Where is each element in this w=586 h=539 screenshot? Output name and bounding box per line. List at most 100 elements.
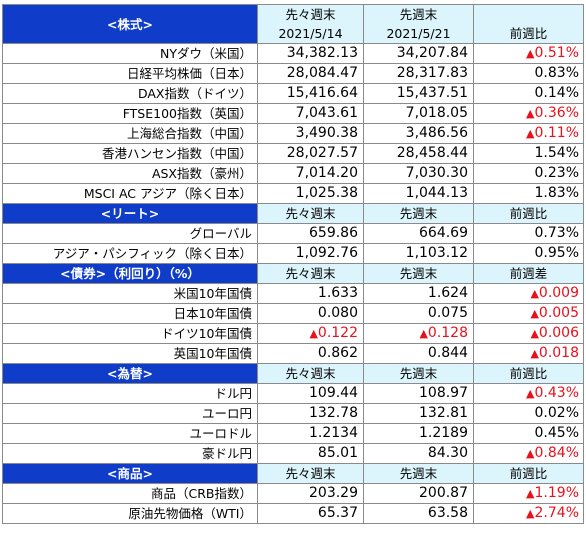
- table-row: 原油先物価格（WTI） 65.37 63.58 ▲2.74%: [2, 503, 584, 524]
- down-triangle-icon: ▲: [530, 347, 539, 360]
- change-value: 0.009: [538, 285, 579, 301]
- change-cell: 0.83%: [473, 63, 584, 84]
- table-row: FTSE100指数（英国） 7,043.61 7,018.05 ▲0.36%: [2, 103, 584, 124]
- column-header-0: 先々週末: [257, 203, 364, 224]
- row-label: ユーロ円: [2, 403, 258, 424]
- prev-week-cell: 0.844: [363, 343, 474, 364]
- change-value: 1.83%: [534, 185, 579, 201]
- row-label: 上海総合指数（中国）: [2, 123, 258, 144]
- prev-prev-week-cell: ▲0.122: [257, 323, 364, 344]
- prev-week-value: 1.2189: [363, 423, 474, 444]
- market-summary-table: <株式> 先々週末 先週末 2021/5/14 2021/5/21 前週比 NYダウ（米国）…: [2, 4, 584, 524]
- section-title-bonds: <債券>（利回り）（%）: [2, 263, 258, 284]
- row-label: 日本10年国債: [2, 303, 258, 324]
- section-title-stocks: <株式>: [2, 4, 258, 44]
- prev-prev-week-value: 1.633: [317, 285, 358, 301]
- prev-prev-week-cell: 0.080: [257, 303, 364, 324]
- change-cell: ▲1.19%: [473, 483, 584, 504]
- row-label: FTSE100指数（英国）: [2, 103, 258, 124]
- table-row: 日経平均株価（日本） 28,084.47 28,317.83 0.83%: [2, 63, 584, 84]
- prev-prev-week-value: 28,084.47: [257, 63, 364, 84]
- column-header-bottom-2: 前週比: [473, 24, 584, 44]
- prev-prev-week-value: 1.2134: [257, 423, 364, 444]
- change-value: 0.005: [538, 305, 579, 321]
- table-row: 商品（CRB指数） 203.29 200.87 ▲1.19%: [2, 483, 584, 504]
- change-value: 0.45%: [534, 425, 579, 441]
- column-header-1: 先週末: [363, 463, 474, 484]
- down-triangle-icon: ▲: [526, 487, 535, 500]
- row-label: 原油先物価格（WTI）: [2, 503, 258, 524]
- prev-week-value: 63.58: [363, 503, 474, 524]
- prev-prev-week-value: 85.01: [257, 443, 364, 464]
- prev-week-value: 0.128: [427, 325, 468, 341]
- prev-prev-week-value: 132.78: [257, 403, 364, 424]
- change-value: 0.11%: [534, 125, 579, 141]
- table-row: MSCI AC アジア（除く日本） 1,025.38 1,044.13 1.83%: [2, 183, 584, 204]
- table-row: アジア・パシフィック（除く日本） 1,092.76 1,103.12 0.95%: [2, 243, 584, 264]
- change-value: 0.006: [538, 325, 579, 341]
- row-label: MSCI AC アジア（除く日本）: [2, 183, 258, 204]
- down-triangle-icon: ▲: [530, 307, 539, 320]
- prev-prev-week-value: 109.44: [257, 383, 364, 404]
- column-header-0: 先々週末: [257, 363, 364, 384]
- prev-week-cell: ▲0.128: [363, 323, 474, 344]
- change-value: 0.95%: [534, 245, 579, 261]
- prev-week-value: 3,486.56: [363, 123, 474, 144]
- change-value: 1.54%: [534, 145, 579, 161]
- prev-week-value: 200.87: [363, 483, 474, 504]
- section-title-fx: <為替>: [2, 363, 258, 384]
- change-value: 0.14%: [534, 85, 579, 101]
- row-label: グローバル: [2, 223, 258, 244]
- change-cell: ▲0.84%: [473, 443, 584, 464]
- table-row: 英国10年国債 0.862 0.844 ▲0.018: [2, 343, 584, 364]
- change-cell: ▲2.74%: [473, 503, 584, 524]
- section-title-commodities: <商品>: [2, 463, 258, 484]
- change-cell: ▲0.006: [473, 323, 584, 344]
- stocks-header-row-2: 2021/5/14 2021/5/21 前週比: [3, 24, 584, 44]
- column-header-1: 先週末: [363, 263, 474, 284]
- table-row: ユーロドル 1.2134 1.2189 0.45%: [2, 423, 584, 444]
- table-row: NYダウ（米国） 34,382.13 34,207.84 ▲0.51%: [2, 43, 584, 64]
- change-cell: 1.83%: [473, 183, 584, 204]
- change-value: 2.74%: [534, 505, 579, 521]
- prev-week-cell: 0.075: [363, 303, 474, 324]
- change-cell: 1.54%: [473, 143, 584, 164]
- prev-week-value: 84.30: [363, 443, 474, 464]
- prev-prev-week-value: 65.37: [257, 503, 364, 524]
- down-triangle-icon: ▲: [526, 507, 535, 520]
- change-cell: 0.02%: [473, 403, 584, 424]
- down-triangle-icon: ▲: [526, 47, 535, 60]
- change-value: 0.36%: [534, 105, 579, 121]
- prev-prev-week-value: 7,014.20: [257, 163, 364, 184]
- column-header-2: 前週差: [473, 263, 584, 284]
- table-row: ドル円 109.44 108.97 ▲0.43%: [2, 383, 584, 404]
- down-triangle-icon: ▲: [419, 327, 428, 340]
- change-cell: ▲0.51%: [473, 43, 584, 64]
- row-label: 日経平均株価（日本）: [2, 63, 258, 84]
- prev-week-value: 0.075: [427, 305, 468, 321]
- row-label: 英国10年国債: [2, 343, 258, 364]
- prev-week-value: 28,458.44: [363, 143, 474, 164]
- column-header-2: 前週比: [473, 463, 584, 484]
- prev-prev-week-value: 3,490.38: [257, 123, 364, 144]
- column-header-0: 先々週末: [257, 263, 364, 284]
- prev-prev-week-value: 1,092.76: [257, 243, 364, 264]
- change-cell: ▲0.018: [473, 343, 584, 364]
- prev-week-value: 7,030.30: [363, 163, 474, 184]
- change-value: 0.84%: [534, 445, 579, 461]
- column-header-top-1: 先週末: [363, 4, 474, 24]
- change-value: 0.23%: [534, 165, 579, 181]
- column-header-top-0: 先々週末: [257, 4, 364, 24]
- prev-prev-week-value: 7,043.61: [257, 103, 364, 124]
- change-value: 0.51%: [534, 45, 579, 61]
- column-header-top-2: [473, 4, 584, 24]
- reit-header-row: <リート> 先々週末 先週末 前週比: [2, 203, 584, 224]
- stocks-header-row-1: <株式> 先々週末 先週末: [2, 4, 584, 44]
- table-row: 上海総合指数（中国） 3,490.38 3,486.56 ▲0.11%: [2, 123, 584, 144]
- row-label: 香港ハンセン指数（中国）: [2, 143, 258, 164]
- row-label: ドル円: [2, 383, 258, 404]
- prev-prev-week-cell: 1.633: [257, 283, 364, 304]
- change-value: 0.83%: [534, 65, 579, 81]
- change-value: 1.19%: [534, 485, 579, 501]
- prev-prev-week-cell: 0.862: [257, 343, 364, 364]
